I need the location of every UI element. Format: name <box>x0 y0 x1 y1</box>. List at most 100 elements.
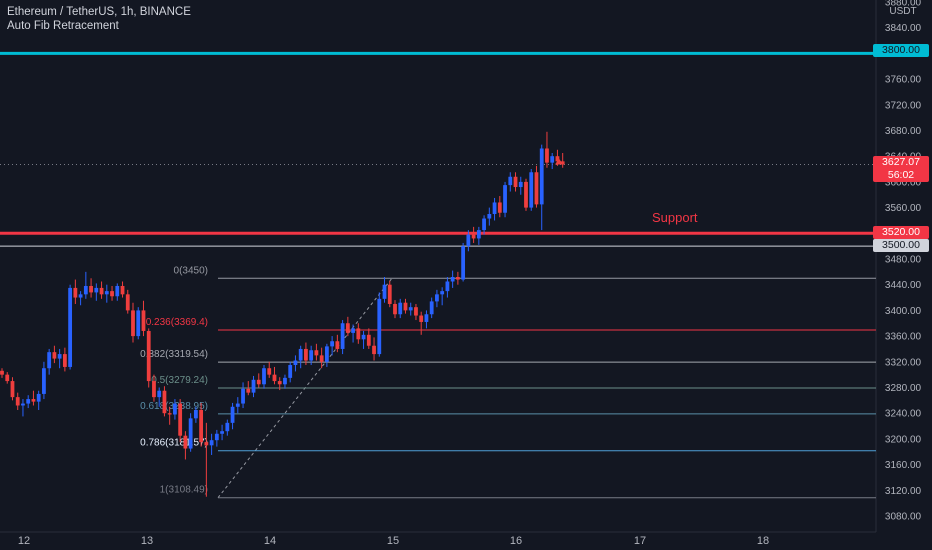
candle-body <box>62 354 67 367</box>
candle-body <box>136 310 141 337</box>
candle-body <box>288 365 293 378</box>
candle-body <box>497 202 502 213</box>
symbol-title[interactable]: Ethereum / TetherUS, 1h, BINANCE <box>7 6 191 18</box>
candle-body <box>120 285 125 295</box>
candle-body <box>125 294 130 311</box>
candle-body <box>435 294 439 302</box>
candle-body <box>15 397 20 406</box>
study-label[interactable]: Auto Fib Retracement <box>7 20 119 32</box>
candle-body <box>146 330 151 382</box>
price-tick-label: 3760.00 <box>885 75 922 86</box>
candle-body <box>256 379 261 385</box>
price-tick-label: 3360.00 <box>885 332 922 343</box>
candle-body <box>89 285 93 293</box>
candle-body <box>324 346 329 362</box>
support-price-tag: 3520.00 <box>873 226 929 239</box>
candle-body <box>230 406 235 423</box>
candle-body <box>57 354 62 359</box>
price-axis: 3880.003840.003800.003760.003720.003680.… <box>885 0 922 523</box>
price-alert-marker <box>555 158 563 165</box>
candle-body <box>73 287 78 298</box>
candle-body <box>272 374 277 382</box>
candle-body <box>393 303 397 315</box>
candle-body <box>450 276 455 282</box>
candle-body <box>429 301 434 315</box>
candle-body <box>513 176 518 188</box>
candle-body <box>199 409 204 443</box>
candle-body <box>83 285 88 295</box>
candle-body <box>31 399 36 402</box>
price-tick-label: 3280.00 <box>885 383 922 394</box>
candle-body <box>251 379 256 393</box>
candle-body <box>68 287 73 367</box>
currency-label: USDT <box>889 6 917 17</box>
candle-body <box>173 403 177 415</box>
level-3500-price-tag: 3500.00 <box>873 239 929 252</box>
candle-body <box>345 323 350 333</box>
candle-body <box>387 284 392 304</box>
candle-body <box>518 181 523 188</box>
candle-body <box>52 352 57 359</box>
price-tick-label: 3200.00 <box>885 434 922 445</box>
candle-body <box>382 284 387 299</box>
candle-body <box>424 314 429 322</box>
candle-body <box>293 360 298 366</box>
candle-body <box>193 409 198 419</box>
bar-countdown: 56:02 <box>887 168 915 181</box>
price-tick-label: 3720.00 <box>885 100 922 111</box>
candle-body <box>487 214 492 219</box>
fib-label-1: 1(3108.49) <box>160 485 208 496</box>
candle-body <box>466 234 471 247</box>
candle-body <box>42 368 46 394</box>
candle-body <box>115 285 120 297</box>
fib-label-0.236: 0.236(3369.4) <box>146 317 208 328</box>
candle-body <box>529 172 534 208</box>
candle-body <box>277 381 282 385</box>
candle-body <box>152 381 156 398</box>
fib-label-0: 0(3450) <box>174 265 208 276</box>
time-tick-label: 14 <box>264 535 276 547</box>
candle-body <box>209 440 214 446</box>
candle-body <box>214 433 219 441</box>
candle-body <box>366 334 371 346</box>
time-tick-label: 12 <box>18 535 30 547</box>
candle-body <box>262 368 266 385</box>
candle-body <box>204 442 209 446</box>
candle-body <box>455 276 460 280</box>
price-tick-label: 3880.00 <box>885 0 922 9</box>
candle-body <box>104 291 109 295</box>
price-tick-label: 3680.00 <box>885 126 922 137</box>
candle-body <box>445 281 450 292</box>
support-label: Support <box>652 210 698 225</box>
candle-body <box>94 287 99 293</box>
candle-body <box>309 350 314 361</box>
price-tick-label: 3240.00 <box>885 409 922 420</box>
price-tick-label: 3560.00 <box>885 203 922 214</box>
horizontal-levels <box>0 51 876 247</box>
candle-body <box>503 185 507 213</box>
candle-body <box>188 418 193 449</box>
current-price-tag: 3627.07 56:02 <box>873 156 929 182</box>
candle-body <box>157 390 162 398</box>
price-tick-label: 3080.00 <box>885 512 922 523</box>
candle-body <box>408 307 413 311</box>
price-tick-label: 3840.00 <box>885 23 922 34</box>
candle-body <box>419 315 424 322</box>
candle-body <box>351 328 355 333</box>
candle-body <box>545 148 549 163</box>
candle-body <box>461 246 466 280</box>
candle-body <box>220 431 224 434</box>
candle-body <box>398 302 403 315</box>
time-axis: 12 13 14 15 16 17 18 <box>18 535 769 547</box>
price-tick-label: 3480.00 <box>885 255 922 266</box>
candles <box>0 131 565 497</box>
time-tick-label: 18 <box>757 535 769 547</box>
candle-body <box>335 341 340 349</box>
candle-body <box>47 352 52 369</box>
fib-label-0.5: 0.5(3279.24) <box>151 375 208 386</box>
candle-body <box>476 230 481 239</box>
candle-body <box>524 181 528 208</box>
